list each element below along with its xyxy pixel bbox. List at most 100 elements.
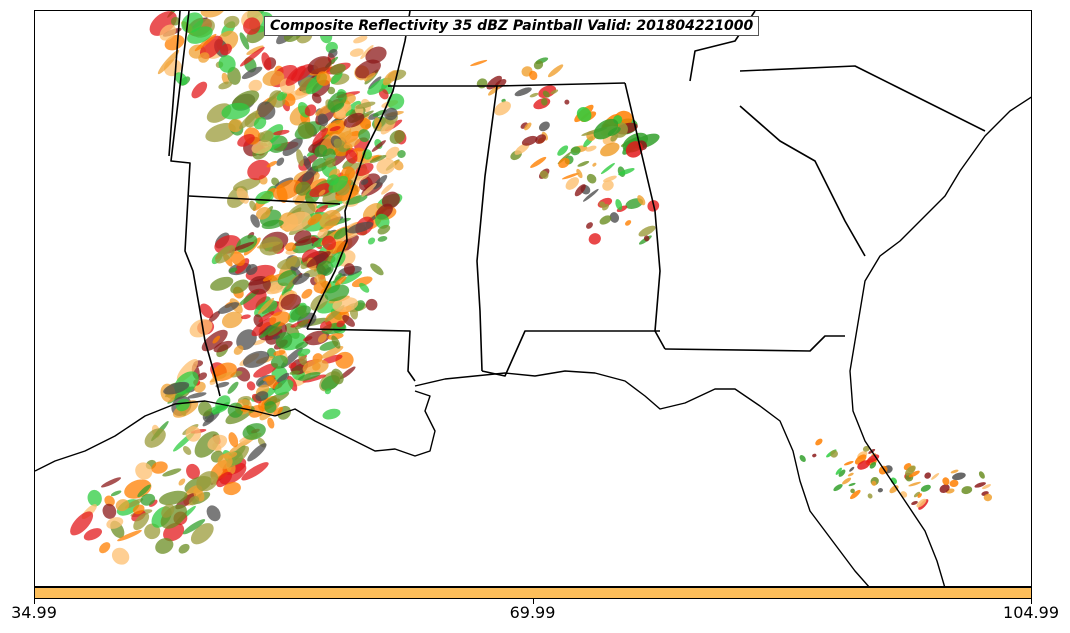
reflectivity-blob [277, 256, 305, 270]
reflectivity-blob [256, 206, 271, 220]
map-panel [34, 10, 1032, 587]
reflectivity-blob [258, 311, 275, 323]
reflectivity-blob [365, 46, 387, 64]
nc-sc-border [739, 65, 986, 132]
reflectivity-blob [848, 482, 856, 487]
reflectivity-blob [557, 145, 569, 156]
reflectivity-blob [330, 71, 343, 85]
reflectivity-blob [307, 56, 332, 75]
reflectivity-blob [609, 212, 620, 223]
reflectivity-blob [377, 224, 391, 235]
reflectivity-blob [273, 129, 290, 136]
reflectivity-blob [974, 482, 986, 488]
reflectivity-blob [261, 52, 272, 71]
reflectivity-blob [328, 175, 348, 193]
reflectivity-blob [269, 311, 291, 327]
reflectivity-blob [178, 478, 186, 486]
reflectivity-blob [191, 81, 208, 99]
reflectivity-blob [276, 91, 288, 101]
reflectivity-blob [137, 484, 151, 498]
reflectivity-blob [253, 339, 266, 346]
reflectivity-blob [331, 335, 341, 349]
reflectivity-blob [842, 477, 852, 485]
reflectivity-blob [361, 182, 377, 197]
reflectivity-blob [294, 237, 319, 246]
reflectivity-blob [514, 87, 532, 97]
reflectivity-blob [70, 511, 94, 536]
reflectivity-blob [110, 490, 122, 497]
reflectivity-blob [952, 472, 966, 481]
colorbar-tick-label: 104.99 [1003, 603, 1059, 622]
reflectivity-blob [360, 179, 369, 186]
reflectivity-blob [332, 297, 359, 313]
reflectivity-blob [185, 426, 202, 442]
reflectivity-blob [343, 263, 355, 275]
reflectivity-blob [574, 184, 586, 197]
reflectivity-blob [353, 35, 368, 44]
reflectivity-blob [345, 109, 353, 117]
reflectivity-blob [854, 454, 867, 465]
reflectivity-blob [347, 221, 374, 234]
reflectivity-blob [324, 284, 350, 302]
reflectivity-blob [250, 214, 260, 228]
colorbar [34, 587, 1032, 599]
reflectivity-blob [307, 213, 322, 226]
reflectivity-blob [849, 466, 855, 472]
reflectivity-blob [111, 547, 130, 565]
reflectivity-blob [541, 98, 548, 106]
reflectivity-blob [334, 272, 342, 281]
reflectivity-blob [182, 446, 192, 455]
reflectivity-blob [312, 127, 328, 145]
reflectivity-blob [222, 451, 238, 459]
reflectivity-blob [268, 281, 281, 294]
reflectivity-blob [920, 484, 931, 492]
reflectivity-blob [228, 267, 238, 273]
reflectivity-blob [838, 469, 846, 477]
reflectivity-blob [124, 479, 152, 499]
reflectivity-blob [600, 162, 615, 175]
reflectivity-blob [189, 318, 213, 338]
reflectivity-blob [983, 493, 993, 502]
reflectivity-blob [273, 350, 286, 356]
reflectivity-blob [251, 140, 273, 154]
reflectivity-blob [529, 70, 538, 81]
ga-fl-border [664, 335, 845, 352]
reflectivity-blob [812, 453, 817, 458]
reflectivity-blob [815, 438, 823, 446]
reflectivity-blob [242, 350, 270, 368]
reflectivity-blob [206, 505, 221, 522]
reflectivity-blob [230, 251, 246, 266]
reflectivity-blob [212, 335, 221, 344]
reflectivity-blob [576, 168, 583, 179]
reflectivity-blob [384, 107, 398, 121]
reflectivity-blob [564, 99, 570, 105]
reflectivity-blob [328, 48, 338, 58]
reflectivity-blob [389, 130, 405, 145]
reflectivity-blob [215, 245, 236, 264]
colorbar-tick-label: 69.99 [509, 603, 556, 622]
reflectivity-blob [290, 305, 311, 321]
reflectivity-blob [961, 486, 973, 495]
reflectivity-blob [295, 319, 309, 330]
reflectivity-blob [276, 157, 285, 166]
reflectivity-blob [248, 79, 263, 92]
reflectivity-blob [262, 70, 285, 87]
reflectivity-blob [234, 258, 250, 274]
reflectivity-blob [246, 45, 264, 55]
reflectivity-blob [370, 263, 384, 276]
reflectivity-blob [637, 195, 646, 206]
reflectivity-blob [117, 529, 142, 542]
reflectivity-blob [978, 471, 985, 479]
reflectivity-blob [582, 188, 599, 202]
reflectivity-blob [364, 72, 376, 82]
reflectivity-blob [321, 345, 344, 359]
reflectivity-blob [238, 289, 260, 306]
reflectivity-blob [342, 314, 355, 327]
reflectivity-blob [494, 101, 511, 116]
reflectivity-blob [274, 379, 294, 396]
reflectivity-blob [877, 488, 883, 493]
reflectivity-blob [360, 45, 374, 60]
reflectivity-blob [247, 159, 271, 181]
reflectivity-blob [343, 112, 365, 128]
reflectivity-blob [321, 235, 337, 251]
